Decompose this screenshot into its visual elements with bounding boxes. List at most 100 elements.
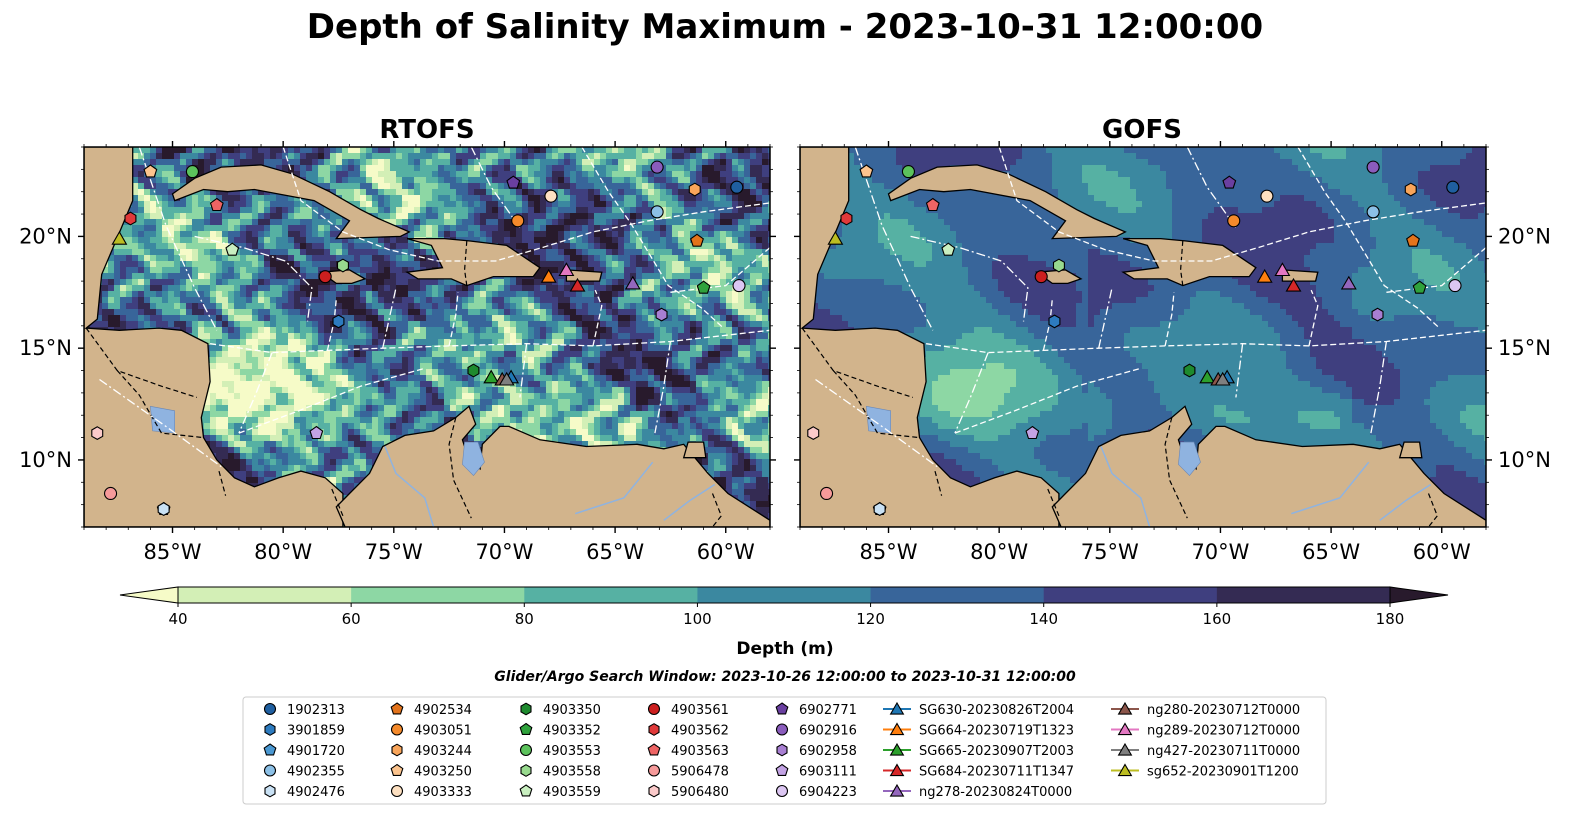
rtofs-eez-boundaries <box>99 147 770 468</box>
platform-marker-4903333 <box>1260 189 1274 203</box>
legend-marker-1902313 <box>263 702 277 716</box>
platform-marker-4903352 <box>1412 280 1427 294</box>
legend-label: 3901859 <box>287 724 345 739</box>
colorbar-tick-label: 120 <box>856 610 885 628</box>
legend-label: 4902534 <box>414 703 472 718</box>
platform-marker-3901859 <box>332 314 345 329</box>
platform-marker-3901859 <box>1048 314 1061 329</box>
legend-marker-6902916 <box>775 723 789 736</box>
platform-marker-1902313 <box>1446 180 1460 194</box>
legend-marker-4901720 <box>263 743 277 756</box>
legend-marker-4902355 <box>263 764 277 777</box>
legend-marker-4903244 <box>391 743 403 757</box>
colorbar-tick-label: 140 <box>1029 610 1058 628</box>
legend-label: 6903111 <box>799 765 857 780</box>
platform-marker-sg664-20230719t1323 <box>1256 268 1273 283</box>
platform-marker-4903350 <box>1183 363 1196 378</box>
legend-label: ng280-20230712T0000 <box>1147 703 1300 718</box>
colorbar-segment <box>1043 587 1218 603</box>
legend-marker-5906478 <box>647 764 661 777</box>
lat-tick-label: 15°N <box>1498 336 1551 360</box>
lon-tick-label: 60°W <box>1413 540 1471 564</box>
platform-marker-sg664-20230719t1323 <box>540 268 557 283</box>
legend-label: 4901720 <box>287 744 345 759</box>
lon-tick-label: 80°W <box>970 540 1028 564</box>
colorbar-tick-label: 100 <box>683 610 712 628</box>
legend-label: ng289-20230712T0000 <box>1147 724 1300 739</box>
platform-marker-4903561 <box>318 270 332 284</box>
platform-marker-4903051 <box>1227 214 1241 228</box>
platform-marker-6903111 <box>309 425 324 440</box>
depth-colorbar: 40 60 80 100 120 140 160 180 <box>119 586 1449 628</box>
platform-legend: 1902313 3901859 4901720 4902355 4902476 49025… <box>242 696 1327 805</box>
legend-label: SG630-20230826T2004 <box>919 703 1074 718</box>
lat-tick-label: 15°N <box>19 336 72 360</box>
platform-marker-6904223 <box>1448 279 1462 293</box>
colorbar-segment <box>1216 587 1391 603</box>
platform-marker-sg665-20230907t2003 <box>483 369 500 384</box>
legend-label: 6904223 <box>799 785 857 800</box>
legend-marker-3901859 <box>264 723 276 736</box>
legend-label: 1902313 <box>287 703 345 718</box>
legend-marker-4903558 <box>520 764 532 777</box>
platform-marker-4903244 <box>1404 182 1417 197</box>
rtofs-platform-markers <box>91 160 746 517</box>
platform-marker-5906478 <box>820 486 834 501</box>
rtofs-panel-title: RTOFS <box>379 115 474 145</box>
gofs-axis-ticks: 85°W 80°W 75°W 70°W 65°W 60°W 20°N 15°N 10°N <box>794 141 1551 564</box>
lon-tick-label: 65°W <box>586 540 644 564</box>
colorbar-segment <box>178 587 352 603</box>
platform-marker-4903561 <box>1034 270 1048 284</box>
legend-marker-4903562 <box>648 723 660 736</box>
legend-marker-sg652-20230901t1200 <box>1117 763 1133 777</box>
lat-tick-label: 20°N <box>19 224 72 248</box>
colorbar-segment <box>351 587 525 603</box>
platform-marker-4902476 <box>873 502 886 517</box>
legend-label: ng278-20230824T0000 <box>919 785 1072 800</box>
lon-tick-label: 85°W <box>860 540 918 564</box>
legend-marker-ng289-20230712t0000 <box>1117 722 1133 736</box>
gofs-map-frame <box>799 146 1487 528</box>
lat-tick-label: 10°N <box>1498 448 1551 472</box>
lon-tick-label: 70°W <box>475 540 533 564</box>
legend-marker-sg665-20230907t2003 <box>889 742 905 756</box>
platform-marker-sg684-20230711t1347 <box>1285 277 1302 292</box>
platform-marker-4903553 <box>185 165 199 179</box>
platform-marker-4903558 <box>1052 258 1065 273</box>
legend-marker-4903561 <box>647 702 661 716</box>
platform-marker-sg652-20230901t1200 <box>111 230 128 245</box>
figure-title: Depth of Salinity Maximum - 2023-10-31 1… <box>307 7 1263 47</box>
legend-marker-4903051 <box>390 723 404 736</box>
lon-tick-label: 65°W <box>1302 540 1360 564</box>
platform-marker-sg665-20230907t2003 <box>1199 369 1216 384</box>
legend-label: 4903561 <box>671 703 729 718</box>
legend-label: 6902771 <box>799 703 857 718</box>
platform-marker-5906480 <box>91 426 104 441</box>
legend-label: 4903558 <box>543 765 601 780</box>
legend-label: 4903051 <box>414 724 472 739</box>
platform-marker-sg652-20230901t1200 <box>827 230 844 245</box>
colorbar-extend-high <box>1389 586 1449 604</box>
legend-label: 4903250 <box>414 765 472 780</box>
platform-marker-6902771 <box>506 175 521 189</box>
legend-label: 4903559 <box>543 785 601 800</box>
legend-marker-6902771 <box>775 702 789 715</box>
legend-marker-4903333 <box>390 784 404 798</box>
legend-marker-4903553 <box>519 743 533 757</box>
platform-marker-4902534 <box>690 233 704 247</box>
colorbar-segment <box>524 587 698 603</box>
colorbar-tick-label: 80 <box>515 610 534 628</box>
legend-label: 4902355 <box>287 765 345 780</box>
platform-marker-6902958 <box>655 307 668 322</box>
platform-marker-4903562 <box>840 211 853 226</box>
platform-marker-4903558 <box>336 258 349 273</box>
legend-label: SG664-20230719T1323 <box>919 724 1074 739</box>
legend-marker-4902476 <box>264 784 276 798</box>
lat-tick-label: 20°N <box>1498 224 1551 248</box>
legend-marker-sg630-20230826t2004 <box>889 701 905 715</box>
legend-label: 4903244 <box>414 744 472 759</box>
platform-marker-4903250 <box>859 164 874 178</box>
legend-marker-4903563 <box>647 743 661 756</box>
colorbar-tick-label: 180 <box>1376 610 1405 628</box>
